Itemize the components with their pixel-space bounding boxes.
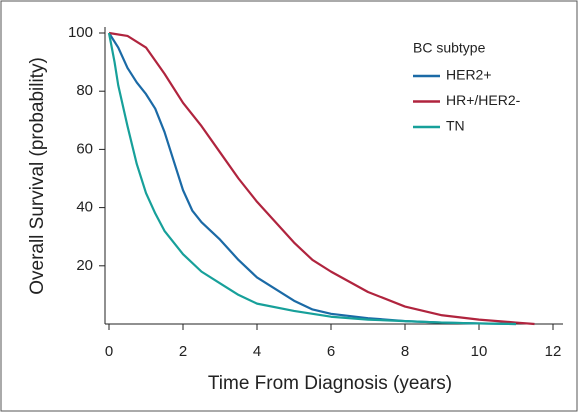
x-tick-label: 0: [105, 343, 113, 360]
x-tick-label: 6: [327, 343, 335, 360]
survival-curve: [107, 32, 517, 326]
y-tick-label: 80: [76, 82, 93, 99]
x-tick-label: 4: [253, 343, 261, 360]
x-tick-label: 8: [401, 343, 409, 360]
x-tick-label: 12: [545, 343, 562, 360]
y-tick-label: 60: [76, 140, 93, 157]
x-axis-title: Time From Diagnosis (years): [208, 373, 452, 394]
y-tick-label: 40: [76, 199, 93, 216]
y-tick-label: 100: [68, 24, 93, 41]
legend-label: HER2+: [446, 67, 492, 83]
x-tick-label: 2: [179, 343, 187, 360]
legend-label: HR+/HER2-: [446, 92, 521, 108]
y-axis-title: Overall Survival (probability): [27, 57, 48, 295]
x-tick-label: 10: [471, 343, 488, 360]
legend-label: TN: [446, 118, 465, 134]
y-tick-label: 20: [76, 257, 93, 274]
legend-title: BC subtype: [413, 40, 486, 56]
survival-curve: [108, 31, 535, 326]
